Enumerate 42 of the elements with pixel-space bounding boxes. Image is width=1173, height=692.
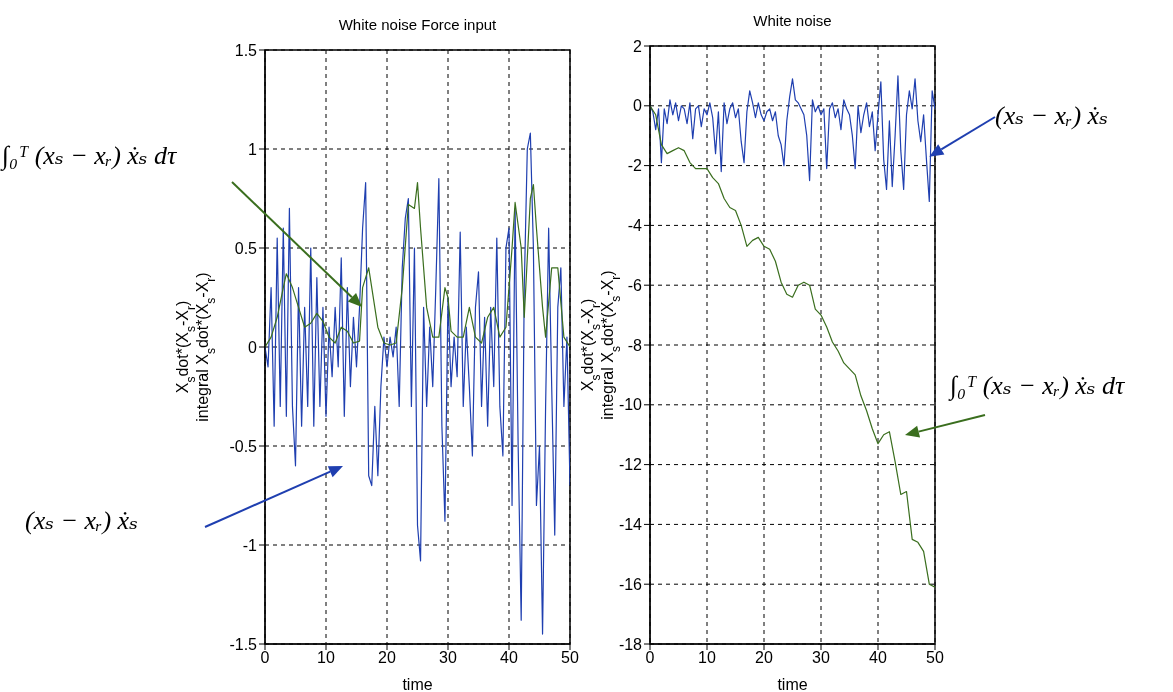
y-tick-label: -14 — [618, 516, 643, 534]
text: ∫₀ᵀ (xₛ − xᵣ) ẋₛ dτ — [950, 370, 1125, 401]
y-tick-label: -10 — [618, 396, 643, 414]
y-tick-label: -1 — [242, 536, 258, 554]
y-tick-label: 0.5 — [234, 239, 258, 257]
x-tick-label: 20 — [378, 649, 396, 667]
x-tick-label: 10 — [317, 649, 335, 667]
y-tick-label: 0 — [633, 97, 643, 115]
y-tick-label: -1.5 — [229, 635, 258, 653]
x-tick-label: 30 — [439, 649, 457, 667]
y-tick-label: -4 — [627, 217, 643, 235]
x-tick-label: 0 — [260, 649, 270, 667]
x-tick-label: 50 — [926, 649, 944, 667]
line-series — [650, 105, 935, 588]
annotation: (xₛ − xᵣ) ẋₛ — [995, 100, 1108, 131]
text: (xₛ − xᵣ) ẋₛ — [25, 505, 138, 536]
y-tick-label: -8 — [627, 336, 643, 354]
chart-title: White noise — [752, 12, 833, 29]
x-tick-label: 10 — [698, 649, 716, 667]
x-tick-label: 20 — [755, 649, 773, 667]
y-tick-label: -0.5 — [229, 437, 258, 455]
text: ∫₀ᵀ (xₛ − xᵣ) ẋₛ dτ — [2, 140, 177, 171]
line-series — [650, 75, 935, 203]
y-tick-label: -12 — [618, 456, 643, 474]
x-tick-label: 40 — [500, 649, 518, 667]
y-tick-label: 1 — [248, 140, 258, 158]
y-tick-label: 0 — [248, 338, 258, 356]
y-tick-label: 1.5 — [234, 41, 258, 59]
chart-title: White noise Force input — [337, 16, 498, 33]
x-axis-title: time — [777, 676, 808, 692]
x-tick-label: 0 — [645, 649, 655, 667]
y-tick-label: -2 — [627, 157, 643, 175]
y-tick-label: 2 — [633, 37, 643, 55]
y-tick-label: -18 — [618, 635, 643, 653]
y-tick-label: -16 — [618, 575, 643, 593]
line-series — [265, 132, 570, 635]
x-tick-label: 40 — [869, 649, 887, 667]
x-axis-title: time — [402, 676, 433, 692]
x-tick-label: 50 — [561, 649, 579, 667]
line-series — [265, 182, 570, 348]
x-tick-label: 30 — [812, 649, 830, 667]
y-tick-label: -6 — [627, 276, 643, 294]
